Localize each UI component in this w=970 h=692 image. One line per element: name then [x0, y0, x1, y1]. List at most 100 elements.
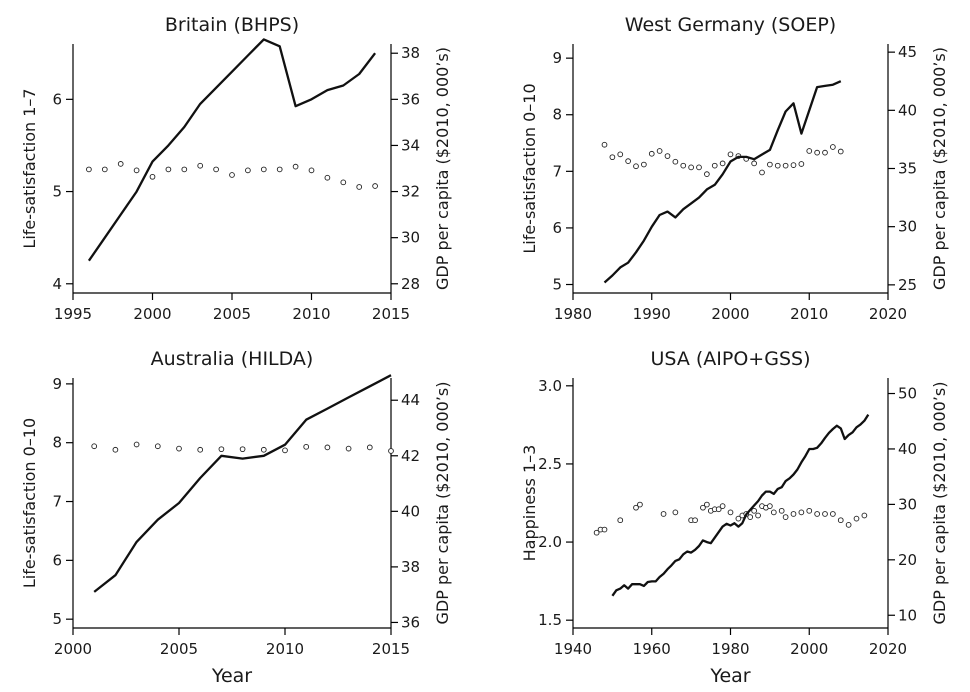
- satisfaction-point: [719, 503, 726, 509]
- satisfaction-point: [213, 166, 219, 173]
- y-tick-label-right: 32: [401, 183, 420, 201]
- satisfaction-point: [91, 443, 98, 450]
- x-tick-label: 2010: [266, 640, 304, 658]
- satisfaction-point: [727, 151, 734, 158]
- satisfaction-point: [806, 148, 813, 154]
- x-tick-label: 1980: [711, 640, 749, 658]
- satisfaction-point: [303, 443, 310, 450]
- satisfaction-point: [366, 444, 373, 451]
- y-axis-label-right: GDP per capita ($2010, 000’s): [930, 47, 949, 290]
- gdp-line: [603, 80, 842, 284]
- satisfaction-point: [181, 166, 188, 173]
- satisfaction-point: [814, 511, 820, 517]
- satisfaction-point: [86, 166, 92, 173]
- y-axis-label-left: Happiness 1–3: [520, 445, 539, 562]
- satisfaction-point: [830, 511, 836, 517]
- x-tick-label: 2000: [54, 640, 92, 658]
- satisfaction-point: [755, 512, 761, 519]
- satisfaction-point: [633, 163, 639, 170]
- satisfaction-point: [617, 151, 624, 158]
- x-tick-label: 2015: [372, 640, 410, 658]
- y-tick-label-left: 2.5: [538, 455, 562, 473]
- satisfaction-point: [767, 161, 773, 168]
- chart-title: Australia (HILDA): [151, 348, 314, 370]
- y-tick-label-right: 45: [898, 43, 917, 61]
- satisfaction-point: [770, 509, 777, 516]
- satisfaction-point: [861, 512, 868, 519]
- satisfaction-point: [822, 149, 828, 156]
- x-tick-label: 2020: [869, 305, 907, 323]
- y-axis-label-right: GDP per capita ($2010, 000’s): [433, 47, 452, 290]
- satisfaction-point: [260, 446, 267, 453]
- satisfaction-point: [719, 160, 726, 167]
- satisfaction-point: [356, 184, 363, 190]
- y-axis-label-right: GDP per capita ($2010, 000’s): [433, 382, 452, 625]
- x-tick-label: 1980: [554, 305, 592, 323]
- satisfaction-point: [782, 514, 789, 520]
- satisfaction-point: [767, 503, 773, 509]
- satisfaction-point: [837, 148, 844, 155]
- satisfaction-point: [715, 506, 722, 513]
- satisfaction-point: [133, 167, 140, 174]
- y-tick-label-right: 38: [401, 558, 420, 576]
- y-tick-label-right: 20: [898, 551, 917, 569]
- satisfaction-point: [260, 166, 267, 173]
- satisfaction-point: [656, 148, 663, 154]
- y-tick-label-left: 7: [52, 493, 62, 511]
- y-tick-label-right: 50: [898, 385, 917, 403]
- y-tick-label-left: 2.0: [538, 533, 562, 551]
- satisfaction-point: [176, 445, 182, 452]
- y-tick-label-left: 5: [52, 183, 62, 201]
- y-tick-label-right: 10: [898, 606, 917, 624]
- satisfaction-point: [625, 158, 631, 164]
- satisfaction-point: [633, 504, 639, 511]
- y-tick-label-right: 42: [401, 447, 420, 465]
- y-tick-label-left: 7: [552, 162, 562, 180]
- x-tick-label: 1940: [554, 640, 592, 658]
- satisfaction-point: [735, 515, 742, 522]
- x-tick-label: 1990: [633, 305, 671, 323]
- x-tick-label: 2010: [292, 305, 330, 323]
- y-tick-label-left: 8: [552, 106, 562, 124]
- y-tick-label-right: 40: [401, 502, 420, 520]
- x-tick-label: 2000: [711, 305, 749, 323]
- satisfaction-point: [112, 446, 119, 453]
- y-tick-label-right: 36: [401, 90, 420, 108]
- y-tick-label-right: 25: [898, 276, 917, 294]
- satisfaction-point: [672, 509, 679, 516]
- y-tick-label-right: 40: [898, 440, 917, 458]
- satisfaction-point: [101, 166, 108, 173]
- x-tick-label: 2005: [213, 305, 251, 323]
- satisfaction-point: [790, 511, 797, 517]
- satisfaction-point: [641, 161, 647, 168]
- satisfaction-point: [692, 517, 698, 524]
- satisfaction-point: [617, 517, 624, 524]
- satisfaction-point: [830, 144, 836, 150]
- satisfaction-point: [388, 448, 394, 454]
- satisfaction-point: [601, 141, 608, 148]
- x-axis-label: Year: [709, 665, 750, 687]
- y-tick-label-left: 6: [52, 90, 62, 108]
- chart-title: West Germany (SOEP): [625, 14, 836, 36]
- satisfaction-point: [837, 517, 844, 524]
- satisfaction-point: [704, 501, 710, 508]
- satisfaction-point: [711, 162, 718, 169]
- satisfaction-point: [154, 443, 161, 450]
- gdp-line: [87, 38, 377, 262]
- y-tick-label-right: 44: [401, 391, 420, 409]
- y-tick-label-left: 9: [552, 49, 562, 67]
- satisfaction-point: [133, 441, 140, 448]
- satisfaction-point: [853, 515, 860, 522]
- satisfaction-point: [229, 172, 235, 178]
- x-tick-label: 2015: [372, 305, 410, 323]
- y-tick-label-left: 1.5: [538, 611, 562, 629]
- x-tick-label: 2010: [790, 305, 828, 323]
- y-tick-label-left: 5: [552, 276, 562, 294]
- x-axis-label: Year: [211, 665, 252, 687]
- y-tick-label-left: 5: [52, 610, 62, 628]
- satisfaction-point: [782, 162, 789, 169]
- satisfaction-point: [759, 169, 765, 176]
- y-axis-label-left: Life-satisfaction 0–10: [520, 83, 539, 253]
- y-tick-label-right: 34: [401, 136, 420, 154]
- x-tick-label: 2020: [869, 640, 907, 658]
